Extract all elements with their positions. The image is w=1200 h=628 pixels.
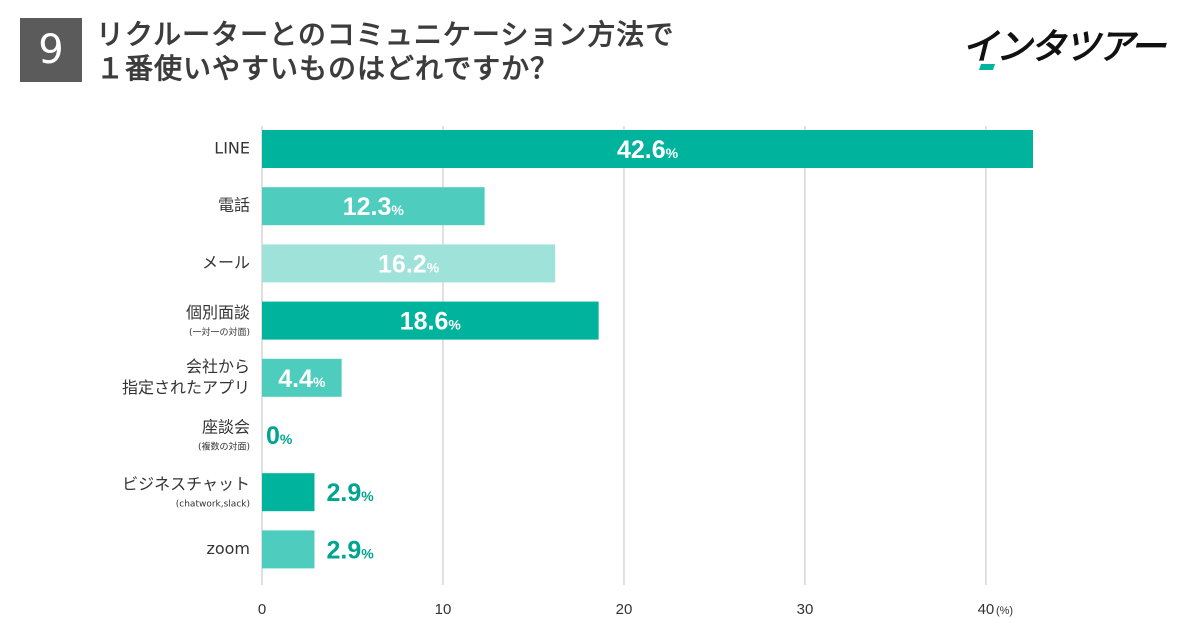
bar [262, 187, 485, 226]
value-label: 0% [266, 422, 293, 450]
title-line-1: リクルーターとのコミュニケーション方法で [96, 18, 675, 51]
category-label: ビジネスチャット [122, 475, 250, 494]
category-label: 指定されたアプリ [122, 378, 250, 397]
bar [262, 530, 315, 569]
x-tick-label: 10 [435, 601, 452, 618]
category-label: 個別面談 [186, 303, 250, 322]
chart-title: リクルーターとのコミュニケーション方法で １番使いやすいものはどれですか？ [96, 18, 674, 86]
x-tick-label: 20 [616, 601, 633, 618]
bar [262, 358, 342, 397]
category-sublabel: (chatwork,slack) [176, 500, 250, 510]
bar [262, 301, 599, 340]
value-label: 42.6% [617, 136, 679, 164]
bar [262, 244, 556, 283]
value-label: 2.9% [326, 536, 374, 564]
value-label: 4.4% [278, 365, 326, 393]
x-tick-label: 0 [258, 601, 266, 618]
x-unit-label: (%) [996, 605, 1013, 617]
brand-logo-text: インタツアー [962, 27, 1166, 68]
question-number-badge: 9 [20, 18, 82, 82]
category-label: LINE [214, 139, 250, 158]
title-line-2: １番使いやすいものはどれですか？ [96, 52, 560, 85]
x-tick-label: 30 [797, 601, 814, 618]
value-label: 16.2% [378, 250, 440, 278]
category-sublabel: (複数の対面) [198, 441, 250, 453]
value-label: 2.9% [326, 479, 374, 507]
bar [262, 130, 1033, 168]
x-tick-label: 40 [978, 601, 995, 618]
category-label: zoom [206, 539, 250, 558]
value-label: 12.3% [343, 193, 405, 221]
value-label: 18.6% [400, 308, 462, 336]
category-label: 電話 [218, 196, 250, 215]
bar [262, 473, 315, 512]
category-sublabel: (一対一の対面) [189, 326, 250, 338]
brand-logo: インタツアー [962, 24, 1172, 72]
category-label: 座談会 [202, 418, 250, 437]
category-label: 会社から [186, 357, 250, 376]
category-label: メール [202, 253, 250, 272]
